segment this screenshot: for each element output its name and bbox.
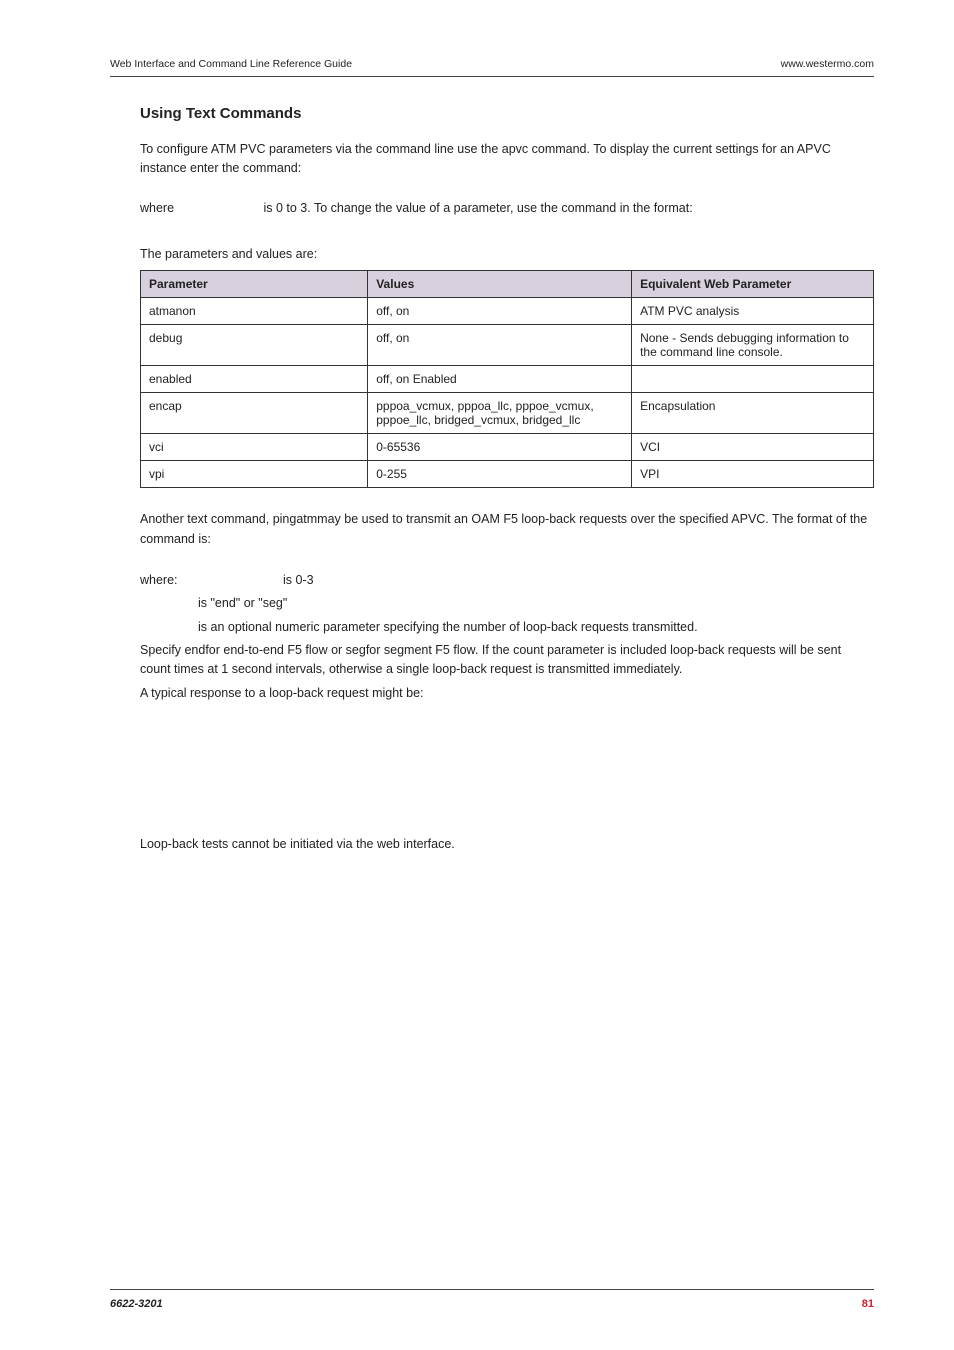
page-header: Web Interface and Command Line Reference… xyxy=(110,58,874,76)
end-para-1: Specify endfor end-to-end F5 flow or seg… xyxy=(140,641,874,680)
where2-label: where: xyxy=(140,571,196,590)
table-cell: vci xyxy=(141,434,368,461)
last-line: Loop-back tests cannot be initiated via … xyxy=(140,835,874,854)
table-row: atmanonoff, onATM PVC analysis xyxy=(141,298,874,325)
table-cell: atmanon xyxy=(141,298,368,325)
where2-line2: is "end" or "seg" xyxy=(140,594,874,613)
parameter-table: Parameter Values Equivalent Web Paramete… xyxy=(140,270,874,488)
table-cell: 0-65536 xyxy=(368,434,632,461)
intro-paragraph: To configure ATM PVC parameters via the … xyxy=(140,140,874,179)
table-row: encappppoa_vcmux, pppoa_llc, pppoe_vcmux… xyxy=(141,393,874,434)
table-cell: encap xyxy=(141,393,368,434)
where-block-2: where: is 0-3 xyxy=(140,571,874,590)
table-cell: off, on xyxy=(368,325,632,366)
where2-line1: is 0-3 xyxy=(283,573,314,587)
footer-right: 81 xyxy=(862,1298,874,1310)
where2-line3: is an optional numeric parameter specify… xyxy=(198,620,698,634)
table-cell: None - Sends debugging information to th… xyxy=(632,325,874,366)
table-cell: Encapsulation xyxy=(632,393,874,434)
table-cell: VPI xyxy=(632,461,874,488)
table-cell: 0-255 xyxy=(368,461,632,488)
footer-left: 6622-3201 xyxy=(110,1298,163,1310)
header-rule xyxy=(110,76,874,77)
table-cell: pppoa_vcmux, pppoa_llc, pppoe_vcmux, ppp… xyxy=(368,393,632,434)
table-cell: VCI xyxy=(632,434,874,461)
table-header: Equivalent Web Parameter xyxy=(632,271,874,298)
table-cell: off, on xyxy=(368,298,632,325)
table-cell: off, on Enabled xyxy=(368,366,632,393)
where2-line3-wrap: is an optional numeric parameter specify… xyxy=(140,618,874,637)
page-footer: 6622-3201 81 xyxy=(110,1289,874,1310)
header-left: Web Interface and Command Line Reference… xyxy=(110,58,352,70)
table-cell: ATM PVC analysis xyxy=(632,298,874,325)
table-cell: vpi xyxy=(141,461,368,488)
table-cell xyxy=(632,366,874,393)
table-caption: The parameters and values are: xyxy=(140,245,874,264)
where-line-1: where is 0 to 3. To change the value of … xyxy=(140,201,874,215)
end-para-2: A typical response to a loop-back reques… xyxy=(140,684,874,703)
table-cell: debug xyxy=(141,325,368,366)
table-row: debugoff, onNone - Sends debugging infor… xyxy=(141,325,874,366)
footer-rule xyxy=(110,1289,874,1290)
table-cell: enabled xyxy=(141,366,368,393)
section-heading: Using Text Commands xyxy=(140,105,874,122)
table-header: Values xyxy=(368,271,632,298)
table-row: vci0-65536VCI xyxy=(141,434,874,461)
table-header: Parameter xyxy=(141,271,368,298)
table-row: vpi0-255VPI xyxy=(141,461,874,488)
after-table-paragraph: Another text command, pingatmmay be used… xyxy=(140,510,874,549)
where-label: where xyxy=(140,201,260,215)
table-row: enabledoff, on Enabled xyxy=(141,366,874,393)
header-right: www.westermo.com xyxy=(781,58,874,70)
table-header-row: Parameter Values Equivalent Web Paramete… xyxy=(141,271,874,298)
where-text: is 0 to 3. To change the value of a para… xyxy=(263,201,692,215)
